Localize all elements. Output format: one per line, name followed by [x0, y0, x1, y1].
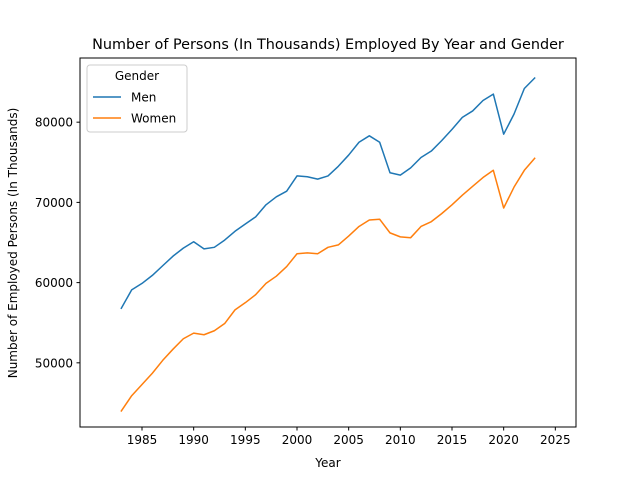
x-tick-label: 2000: [282, 433, 313, 447]
legend: Gender Men Women: [86, 64, 188, 133]
x-tick-label: 2010: [385, 433, 416, 447]
plot-area: [79, 57, 577, 428]
x-tick-label: 2020: [488, 433, 519, 447]
plot-frame: [79, 57, 577, 428]
y-axis-ticks: 50000 60000 70000 80000: [35, 116, 80, 370]
legend-label-men: Men: [131, 91, 156, 105]
legend-label-women: Women: [131, 112, 176, 126]
legend-box: [86, 64, 188, 133]
y-tick-label: 80000: [35, 116, 73, 130]
y-tick-label: 70000: [35, 196, 73, 210]
x-tick-label: 2005: [333, 433, 364, 447]
legend-title: Gender: [115, 69, 159, 83]
y-tick-label: 60000: [35, 276, 73, 290]
x-tick-label: 2015: [437, 433, 468, 447]
x-axis-label: Year: [314, 456, 340, 470]
x-tick-label: 2025: [540, 433, 571, 447]
y-axis-label: Number of Employed Persons (In Thousands…: [6, 108, 20, 379]
x-tick-label: 1990: [178, 433, 209, 447]
x-axis-ticks: 1985 1990 1995 2000 2005 2010 2015 2020 2025: [127, 427, 571, 447]
x-tick-label: 1985: [127, 433, 158, 447]
series-line-men: [120, 76, 536, 310]
series-line-women: [120, 157, 536, 413]
y-tick-label: 50000: [35, 356, 73, 370]
x-tick-label: 1995: [230, 433, 261, 447]
chart-title: Number of Persons (In Thousands) Employe…: [92, 37, 564, 53]
